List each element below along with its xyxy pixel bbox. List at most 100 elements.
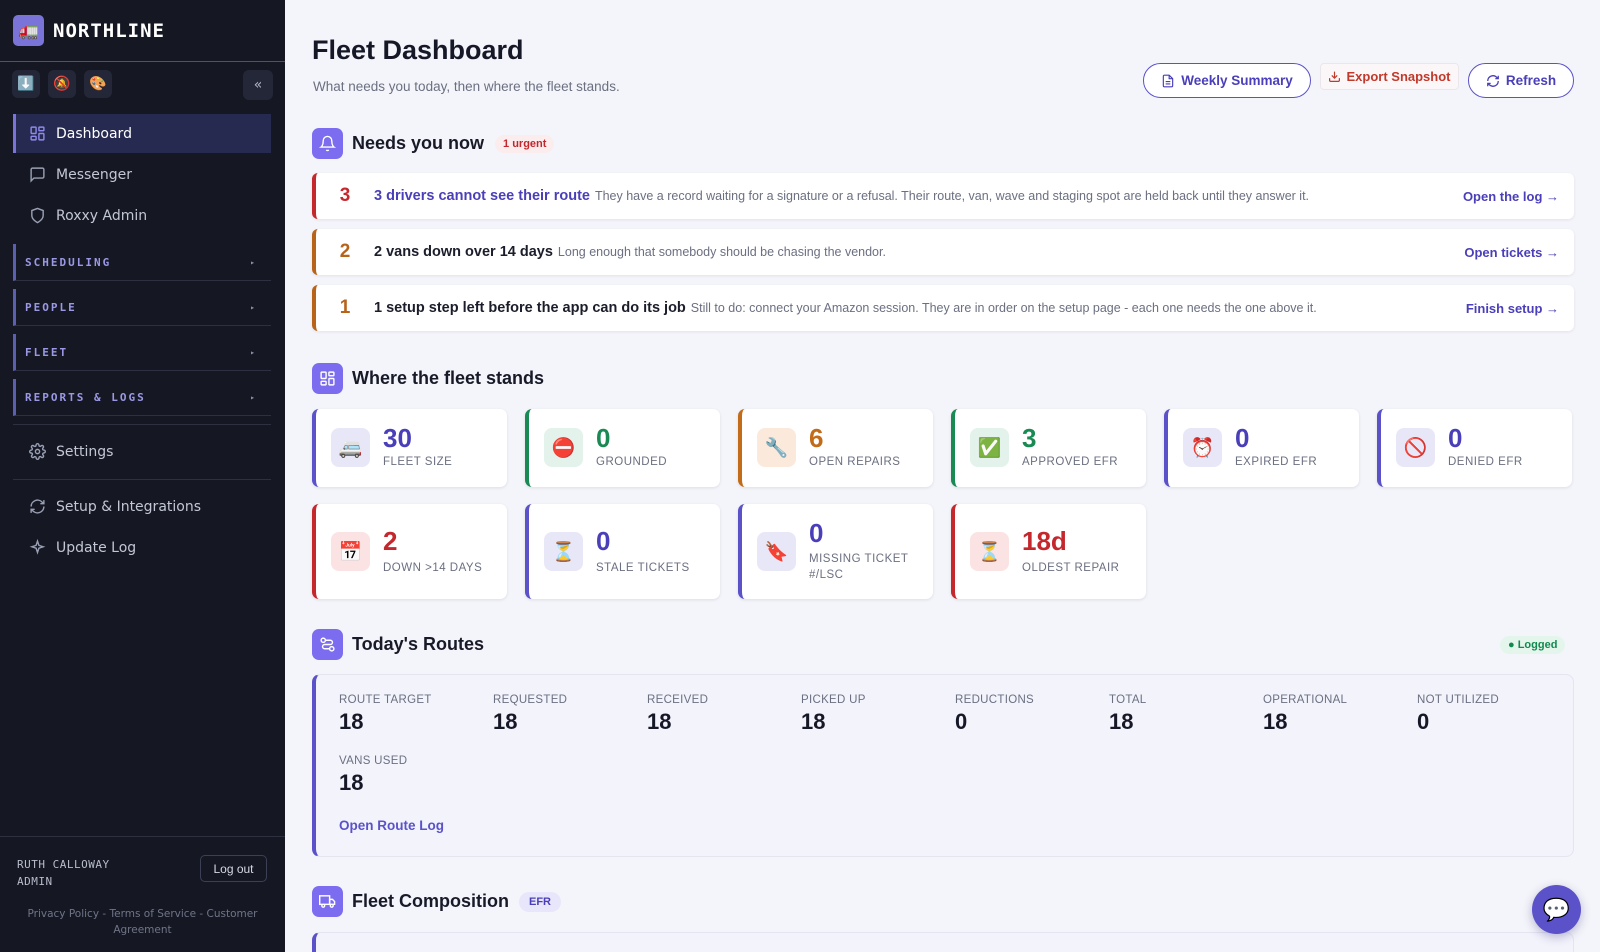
needs-section-header: Needs you now 1 urgent bbox=[312, 128, 555, 159]
stat-value: 0 bbox=[809, 518, 824, 548]
stat-label: DENIED EFR bbox=[1448, 456, 1523, 468]
sidebar-item-setup-integrations[interactable]: Setup & Integrations bbox=[13, 487, 271, 526]
stat-card-stale-tickets[interactable]: ⏳ 0 STALE TICKETS bbox=[525, 504, 720, 599]
open-tickets-link[interactable]: Open tickets → bbox=[1464, 244, 1559, 260]
stat-card-down-14-days[interactable]: 📅 2 DOWN >14 DAYS bbox=[312, 504, 507, 599]
shield-icon bbox=[28, 207, 46, 225]
stat-label: OPEN REPAIRS bbox=[809, 456, 901, 468]
bell-off-icon[interactable]: 🔕 bbox=[48, 70, 76, 98]
refresh-icon bbox=[1486, 74, 1499, 87]
sidebar-item-messenger[interactable]: Messenger bbox=[13, 155, 271, 194]
download-icon[interactable]: ⬇️ bbox=[12, 70, 40, 98]
user-area: RUTH CALLOWAY ADMIN Log out Privacy Poli… bbox=[0, 836, 285, 952]
stat-value: 0 bbox=[596, 423, 611, 453]
metric-value: 18 bbox=[801, 709, 826, 734]
alarm-clock-icon: ⏰ bbox=[1183, 428, 1222, 467]
needs-description: They have a record waiting for a signatu… bbox=[594, 189, 1310, 203]
quick-actions: ⬇️ 🔕 🎨 « bbox=[12, 70, 273, 100]
page-subtitle: What needs you today, then where the fle… bbox=[313, 79, 620, 94]
user-name: RUTH CALLOWAY bbox=[17, 858, 110, 871]
prohibited-icon: 🚫 bbox=[1396, 428, 1435, 467]
nav-group-scheduling[interactable]: SCHEDULING ▸ bbox=[13, 244, 271, 281]
hourglass-icon: ⏳ bbox=[544, 532, 583, 571]
metric-label: REQUESTED bbox=[493, 694, 568, 706]
brand-name: NORTHLINE bbox=[53, 19, 165, 42]
user-info: RUTH CALLOWAY ADMIN bbox=[17, 856, 110, 890]
stat-card-grounded[interactable]: ⛔ 0 GROUNDED bbox=[525, 409, 720, 487]
grid-icon bbox=[28, 125, 46, 143]
metric-value: 18 bbox=[1263, 709, 1288, 734]
palette-icon[interactable]: 🎨 bbox=[84, 70, 112, 98]
metric-value: 0 bbox=[1417, 709, 1430, 734]
stat-card-denied-efr[interactable]: 🚫 0 DENIED EFR bbox=[1377, 409, 1572, 487]
stat-label: STALE TICKETS bbox=[596, 562, 690, 574]
sidebar-item-roxxy-admin[interactable]: Roxxy Admin bbox=[13, 196, 271, 235]
grid-icon bbox=[312, 363, 343, 394]
sidebar-item-dashboard[interactable]: Dashboard bbox=[13, 114, 271, 153]
weekly-summary-button[interactable]: Weekly Summary bbox=[1143, 63, 1311, 98]
needs-row[interactable]: 3 3 drivers cannot see their route They … bbox=[312, 173, 1574, 219]
stat-card-oldest-repair[interactable]: ⏳ 18d OLDEST REPAIR bbox=[951, 504, 1146, 599]
routes-section-header: Today's Routes bbox=[312, 629, 484, 660]
finish-setup-link[interactable]: Finish setup → bbox=[1465, 300, 1559, 316]
divider bbox=[13, 479, 271, 480]
export-snapshot-label: Export Snapshot bbox=[1346, 69, 1451, 84]
stat-label: FLEET SIZE bbox=[383, 456, 453, 468]
efr-badge: EFR bbox=[519, 891, 561, 912]
nav-group-label: SCHEDULING bbox=[25, 255, 112, 269]
metric-value: 18 bbox=[493, 709, 518, 734]
gear-icon bbox=[28, 443, 46, 461]
calendar-icon: 📅 bbox=[331, 532, 370, 571]
needs-count: 3 bbox=[339, 185, 351, 206]
stat-label: GROUNDED bbox=[596, 456, 668, 468]
nav-group-reports-logs[interactable]: REPORTS & LOGS ▸ bbox=[13, 379, 271, 416]
van-icon: 🚐 bbox=[331, 428, 370, 467]
needs-row[interactable]: 1 1 setup step left before the app can d… bbox=[312, 285, 1574, 331]
no-entry-icon: ⛔ bbox=[544, 428, 583, 467]
stat-card-fleet-size[interactable]: 🚐 30 FLEET SIZE bbox=[312, 409, 507, 487]
stat-card-approved-efr[interactable]: ✅ 3 APPROVED EFR bbox=[951, 409, 1146, 487]
needs-title: 1 setup step left before the app can do … bbox=[374, 300, 686, 316]
collapse-sidebar-button[interactable]: « bbox=[243, 70, 273, 100]
download-icon bbox=[1329, 71, 1341, 82]
stat-label: EXPIRED EFR bbox=[1235, 456, 1318, 468]
stat-value: 6 bbox=[809, 423, 824, 453]
sidebar: 🚛 NORTHLINE ⬇️ 🔕 🎨 « Dashboard Messenger… bbox=[0, 0, 285, 952]
open-log-link[interactable]: Open the log → bbox=[1462, 188, 1559, 204]
chat-button[interactable]: 💬 bbox=[1532, 885, 1581, 934]
needs-row[interactable]: 2 2 vans down over 14 days Long enough t… bbox=[312, 229, 1574, 275]
route-metric: OPERATIONAL 18 bbox=[1263, 694, 1347, 735]
needs-count: 2 bbox=[339, 241, 351, 262]
section-title: Today's Routes bbox=[352, 634, 484, 654]
sidebar-item-label: Dashboard bbox=[56, 125, 132, 142]
export-snapshot-button[interactable]: Export Snapshot bbox=[1320, 63, 1459, 90]
metric-label: RECEIVED bbox=[647, 694, 709, 706]
route-metric: PICKED UP 18 bbox=[801, 694, 866, 735]
metric-value: 18 bbox=[647, 709, 672, 734]
section-title: Needs you now bbox=[352, 133, 485, 153]
stat-card-missing-ticket[interactable]: 🔖 0 MISSING TICKET #/LSC bbox=[738, 504, 933, 599]
stat-card-expired-efr[interactable]: ⏰ 0 EXPIRED EFR bbox=[1164, 409, 1359, 487]
stat-label: DOWN >14 DAYS bbox=[383, 562, 483, 574]
nav-group-people[interactable]: PEOPLE ▸ bbox=[13, 289, 271, 326]
stat-value: 18d bbox=[1022, 526, 1067, 556]
refresh-button[interactable]: Refresh bbox=[1468, 63, 1574, 98]
sidebar-item-update-log[interactable]: Update Log bbox=[13, 528, 271, 567]
nav-group-label: PEOPLE bbox=[25, 300, 77, 314]
stat-card-open-repairs[interactable]: 🔧 6 OPEN REPAIRS bbox=[738, 409, 933, 487]
stat-value: 0 bbox=[1235, 423, 1250, 453]
truck-icon bbox=[312, 886, 343, 917]
logout-button[interactable]: Log out bbox=[200, 855, 267, 882]
brand[interactable]: 🚛 NORTHLINE bbox=[0, 0, 285, 62]
section-title: Where the fleet stands bbox=[352, 368, 545, 388]
nav-group-fleet[interactable]: FLEET ▸ bbox=[13, 334, 271, 371]
metric-label: VANS USED bbox=[339, 755, 408, 767]
open-route-log-link[interactable]: Open Route Log bbox=[339, 818, 444, 833]
route-metric: TOTAL 18 bbox=[1109, 694, 1147, 735]
sidebar-item-settings[interactable]: Settings bbox=[13, 432, 271, 471]
route-metric: REDUCTIONS 0 bbox=[955, 694, 1034, 735]
hourglass-icon: ⏳ bbox=[970, 532, 1009, 571]
nav-group-label: FLEET bbox=[25, 345, 69, 359]
legal-links[interactable]: Privacy Policy - Terms of Service - Cust… bbox=[27, 908, 258, 936]
page-title: Fleet Dashboard bbox=[312, 35, 524, 65]
